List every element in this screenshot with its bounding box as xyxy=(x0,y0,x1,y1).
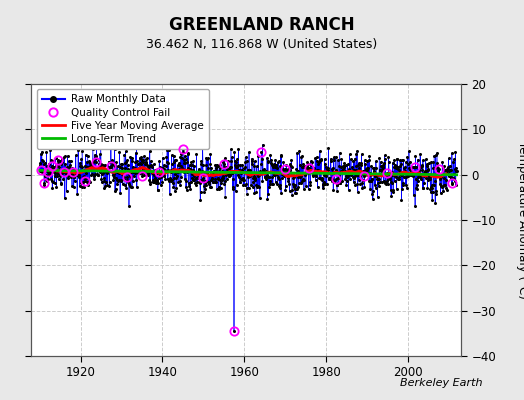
Legend: Raw Monthly Data, Quality Control Fail, Five Year Moving Average, Long-Term Tren: Raw Monthly Data, Quality Control Fail, … xyxy=(37,89,209,149)
Text: GREENLAND RANCH: GREENLAND RANCH xyxy=(169,16,355,34)
Text: Berkeley Earth: Berkeley Earth xyxy=(400,378,482,388)
Y-axis label: Temperature Anomaly (°C): Temperature Anomaly (°C) xyxy=(516,141,524,299)
Text: 36.462 N, 116.868 W (United States): 36.462 N, 116.868 W (United States) xyxy=(146,38,378,51)
